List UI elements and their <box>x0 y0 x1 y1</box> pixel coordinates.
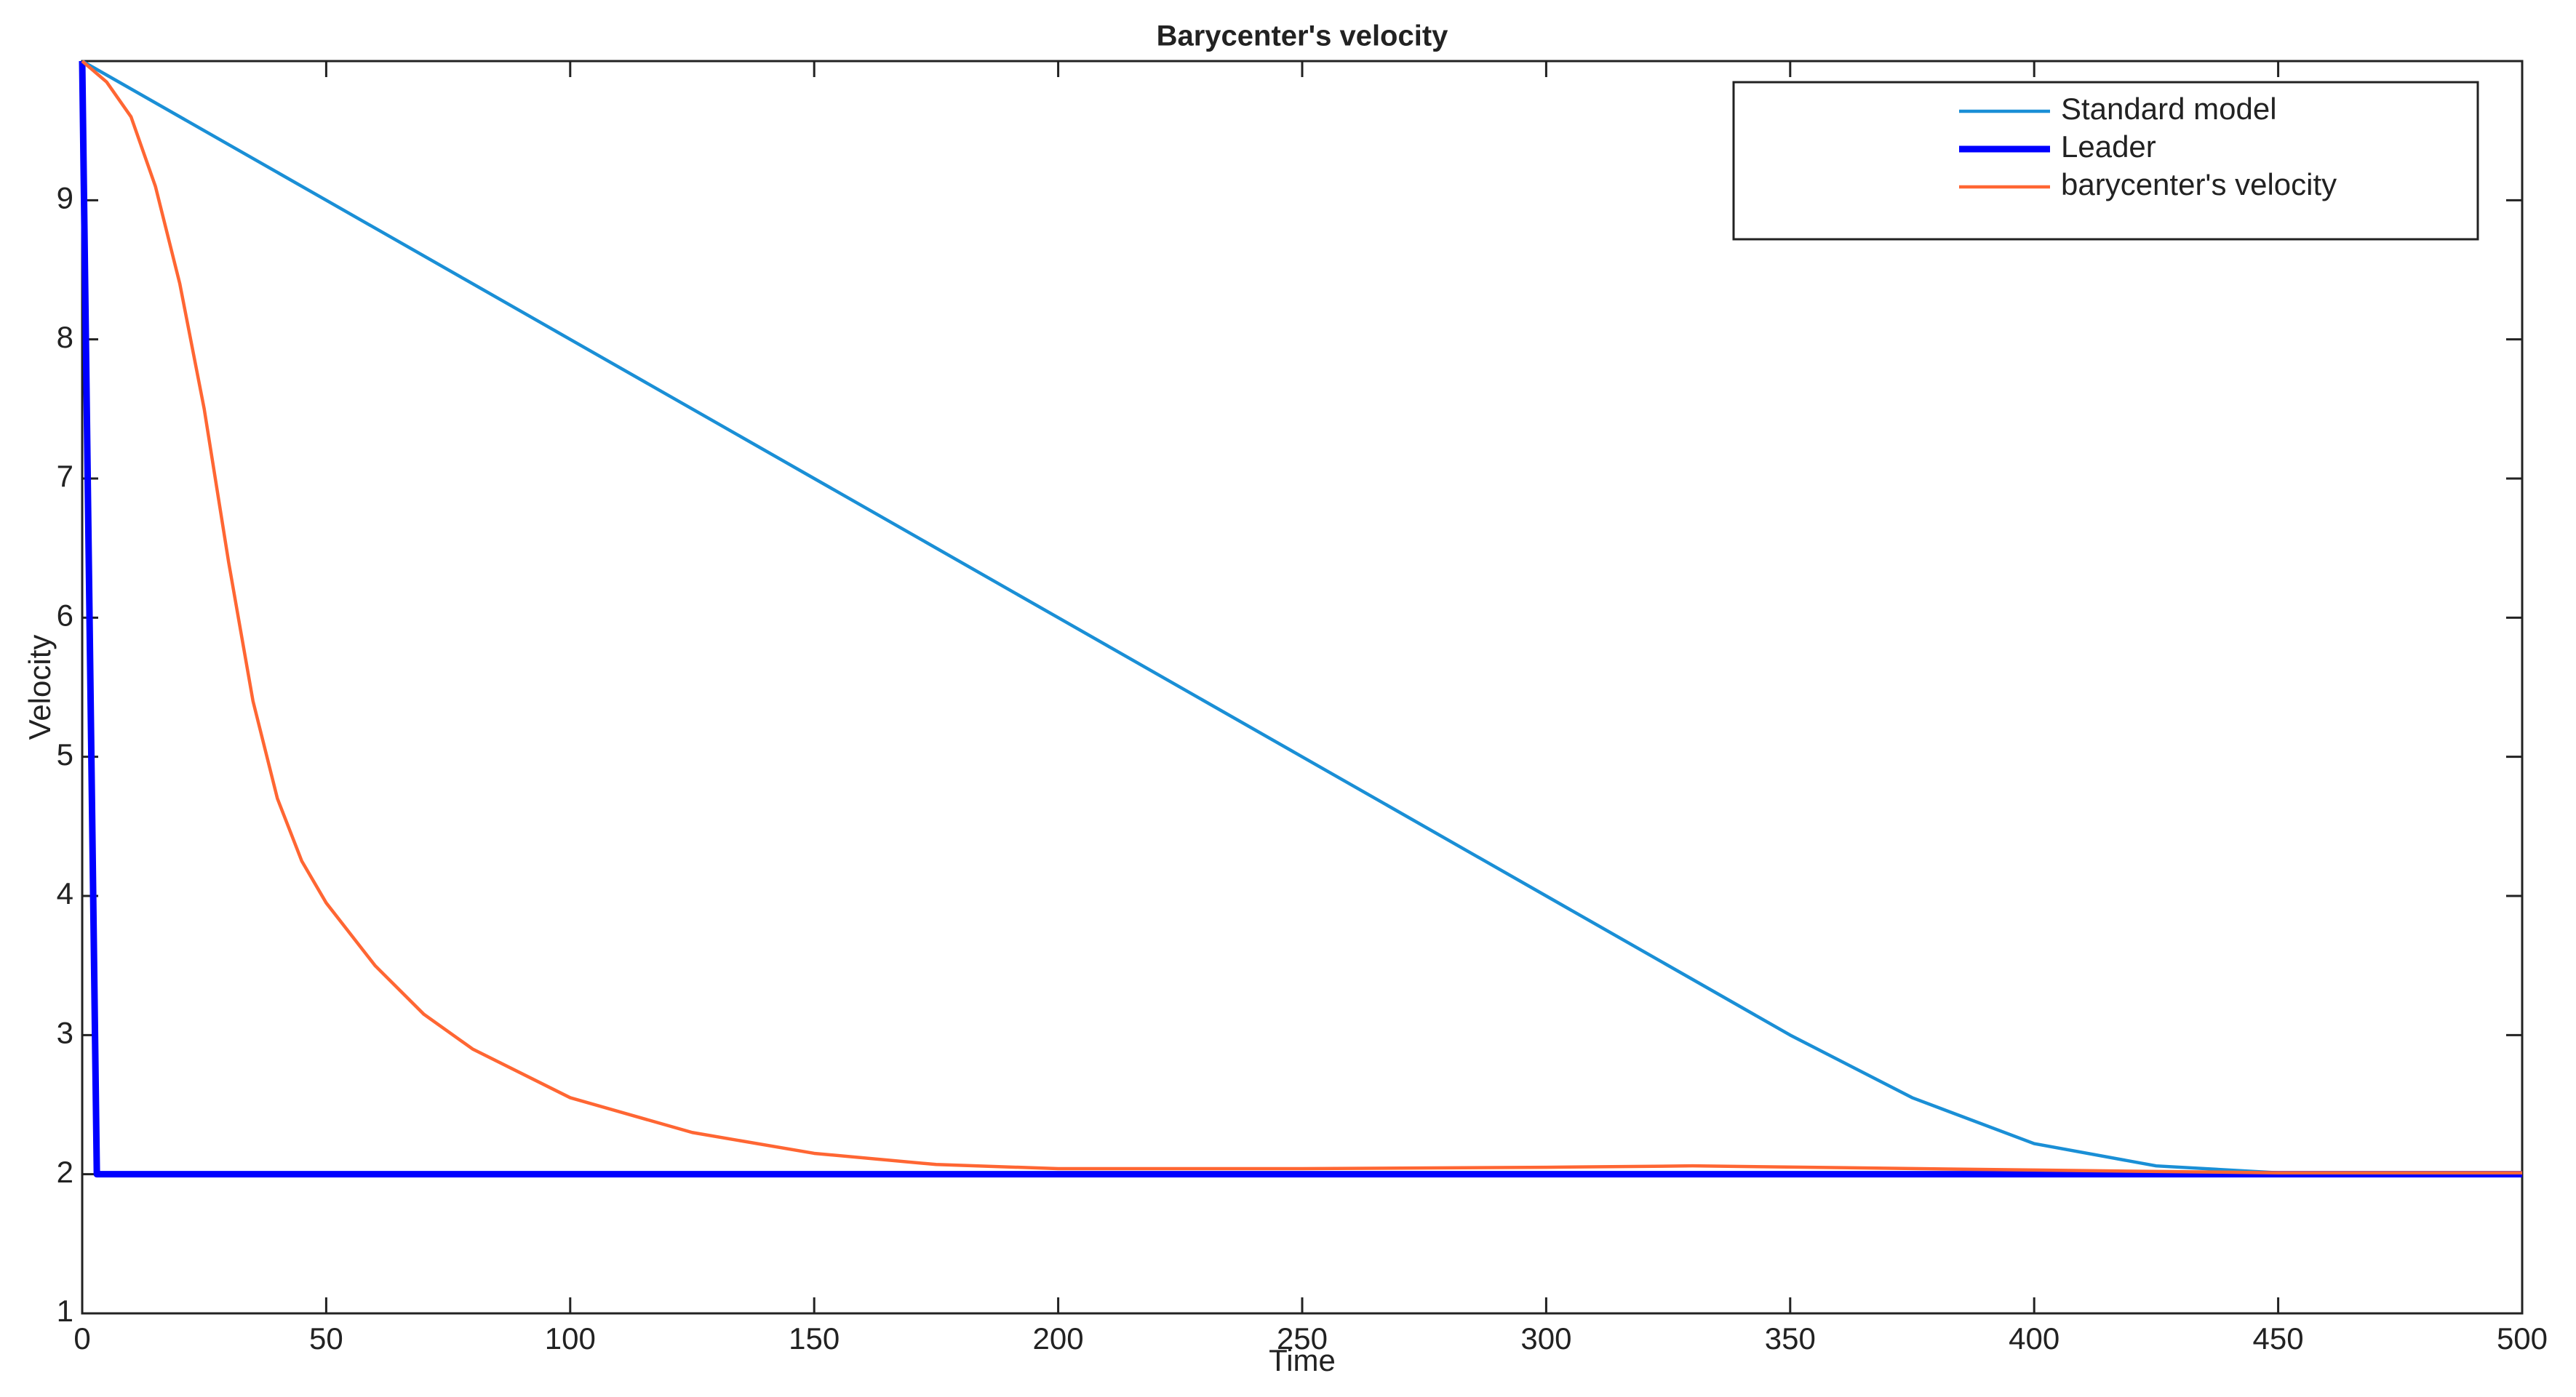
y-tick-label: 7 <box>57 459 73 493</box>
x-tick-label: 150 <box>789 1321 840 1356</box>
legend-label: Standard model <box>2061 92 2277 126</box>
x-tick-label: 50 <box>309 1321 343 1356</box>
y-tick-label: 3 <box>57 1015 73 1049</box>
series-line <box>81 60 2523 1176</box>
x-tick-label: 500 <box>2497 1321 2548 1356</box>
x-tick-label: 200 <box>1033 1321 1084 1356</box>
x-tick-label: 250 <box>1277 1321 1328 1356</box>
x-tick-label: 300 <box>1520 1321 1571 1356</box>
x-tick-label: 0 <box>73 1321 90 1356</box>
y-tick-label: 4 <box>57 876 73 910</box>
y-tick-label: 2 <box>57 1155 73 1189</box>
plot-area <box>81 60 2524 1315</box>
y-tick-label: 6 <box>57 598 73 632</box>
y-tick-label: 1 <box>57 1294 73 1328</box>
y-tick-label: 8 <box>57 320 73 354</box>
legend-label: Leader <box>2061 129 2156 164</box>
x-axis-label: Time <box>1269 1343 1336 1377</box>
y-axis-label: Velocity <box>23 635 57 740</box>
legend-box <box>1732 81 2479 241</box>
y-tick-label: 5 <box>57 737 73 772</box>
x-tick-label: 100 <box>545 1321 596 1356</box>
x-tick-label: 400 <box>2009 1321 2059 1356</box>
series-line <box>81 60 2522 1175</box>
legend-label: barycenter's velocity <box>2061 167 2337 201</box>
x-tick-label: 350 <box>1765 1321 1816 1356</box>
chart-title: Barycenter's velocity <box>1157 20 1449 52</box>
y-tick-label: 9 <box>57 180 73 215</box>
x-tick-label: 450 <box>2253 1321 2304 1356</box>
series-line <box>79 60 2522 1178</box>
